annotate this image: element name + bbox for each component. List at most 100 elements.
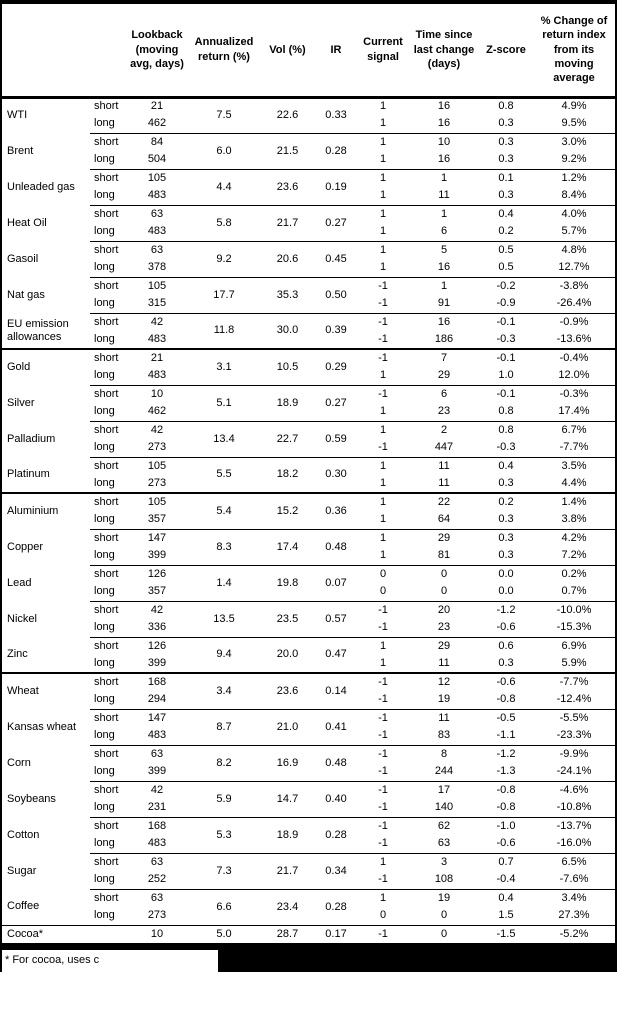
zscore-value: -0.2 bbox=[479, 276, 533, 295]
term-label: short bbox=[90, 168, 126, 187]
zscore-value: 0.5 bbox=[498, 261, 514, 274]
table-row: Cocoa* 10 5.0 28.7 0.17 -1 0 -1.5 -5.2% bbox=[2, 924, 615, 943]
pct-change-value: -12.4% bbox=[556, 693, 592, 706]
ir-value: 0.07 bbox=[315, 564, 357, 601]
term-label: short bbox=[90, 204, 126, 223]
time-since-change-value: 16 bbox=[437, 153, 451, 166]
lookback-value: 483 bbox=[147, 729, 167, 742]
table-row: long 399 1 81 0.3 7.2% bbox=[2, 547, 615, 565]
current-signal-value: -1 bbox=[378, 765, 388, 778]
pct-change-value: 5.9% bbox=[561, 657, 587, 670]
zscore-value: 0.5 bbox=[479, 240, 533, 259]
table-row: long 273 1 11 0.3 4.4% bbox=[2, 475, 615, 493]
lookback-value: 42 bbox=[126, 780, 188, 799]
current-signal-value: 1 bbox=[379, 225, 387, 238]
current-signal-value: -1 bbox=[357, 672, 409, 691]
table-header: Lookback (moving avg, days) Annualized r… bbox=[2, 4, 615, 99]
zscore-value: -0.5 bbox=[479, 708, 533, 727]
vol-value: 16.9 bbox=[260, 744, 315, 781]
pct-change-value: 4.4% bbox=[561, 477, 587, 490]
term-label: short bbox=[94, 100, 119, 113]
time-since-change-value: 16 bbox=[437, 100, 451, 113]
current-signal-value: -1 bbox=[378, 297, 388, 310]
zscore-value: -1.3 bbox=[496, 765, 516, 778]
table-row: Platinum short 105 5.5 18.2 0.30 1 11 0.4 3.5% bbox=[2, 456, 615, 493]
vol-value: 19.8 bbox=[260, 564, 315, 601]
time-since-change-value: 62 bbox=[409, 816, 479, 835]
zscore-value: -1.1 bbox=[496, 729, 516, 742]
table-row: Wheat short 168 3.4 23.6 0.14 -1 12 -0.6 -7.7% bbox=[2, 672, 615, 709]
term-label: short bbox=[90, 384, 126, 403]
current-signal-value: 1 bbox=[379, 549, 387, 562]
lookback-value: 10 bbox=[126, 924, 188, 943]
time-since-change-value: 5 bbox=[409, 240, 479, 259]
zscore-value: 0.1 bbox=[479, 168, 533, 187]
current-signal-value: -1 bbox=[378, 621, 388, 634]
time-since-change-value: 11 bbox=[438, 657, 450, 670]
zscore-value: 0.4 bbox=[479, 456, 533, 475]
commodity-name: Platinum bbox=[7, 468, 50, 481]
pct-change-value: 27.3% bbox=[558, 909, 590, 922]
pct-change-value: 3.5% bbox=[533, 456, 615, 475]
ir-value: 0.19 bbox=[315, 168, 357, 205]
current-signal-value: 0 bbox=[379, 585, 387, 598]
zscore-value: 0.3 bbox=[498, 189, 514, 202]
term-label: short bbox=[90, 528, 126, 547]
pct-change-value: 3.8% bbox=[561, 513, 587, 526]
lookback-value: 147 bbox=[126, 708, 188, 727]
footer-strip: * For cocoa, uses c bbox=[0, 948, 617, 972]
ir-value: 0.27 bbox=[315, 384, 357, 421]
zscore-value: -1.2 bbox=[479, 744, 533, 763]
lookback-value: 105 bbox=[126, 168, 188, 187]
zscore-value: -0.6 bbox=[496, 621, 516, 634]
table-row: long 483 -1 63 -0.6 -16.0% bbox=[2, 835, 615, 853]
table-row: Lead short 126 1.4 19.8 0.07 0 0 0.0 0.2% bbox=[2, 564, 615, 601]
lookback-value: 168 bbox=[126, 816, 188, 835]
pct-change-value: -24.1% bbox=[556, 765, 592, 778]
pct-change-value: 5.7% bbox=[561, 225, 587, 238]
term-label: short bbox=[90, 780, 126, 799]
pct-change-value: 1.4% bbox=[533, 492, 615, 511]
ir-value: 0.17 bbox=[315, 924, 357, 943]
table-row: long 252 -1 108 -0.4 -7.6% bbox=[2, 871, 615, 889]
term-label: long bbox=[94, 117, 115, 130]
commodity-name: EU emission allowances bbox=[7, 317, 69, 343]
pct-change-value: -5.2% bbox=[533, 924, 615, 943]
vol-value: 17.4 bbox=[260, 528, 315, 565]
ir-value: 0.33 bbox=[325, 109, 347, 122]
table-row: long 399 -1 244 -1.3 -24.1% bbox=[2, 763, 615, 781]
zscore-value: 0.3 bbox=[479, 132, 533, 151]
lookback-value: 336 bbox=[147, 621, 167, 634]
time-since-change-value: 17 bbox=[409, 780, 479, 799]
term-label: short bbox=[90, 456, 126, 475]
lookback-value: 315 bbox=[147, 297, 167, 310]
table-row: Nickel short 42 13.5 23.5 0.57 -1 20 -1.2 -10.0% bbox=[2, 600, 615, 637]
lookback-value: 504 bbox=[147, 153, 167, 166]
current-signal-value: 0 bbox=[379, 909, 387, 922]
vol-value: 10.5 bbox=[260, 348, 315, 385]
annualized-return-value: 5.8 bbox=[188, 204, 260, 241]
ir-value: 0.36 bbox=[315, 492, 357, 529]
ir-value: 0.30 bbox=[315, 456, 357, 493]
commodity-name: Unleaded gas bbox=[7, 180, 75, 193]
vol-value: 20.0 bbox=[260, 636, 315, 673]
annualized-return-value: 9.2 bbox=[188, 240, 260, 277]
ir-value: 0.27 bbox=[315, 204, 357, 241]
pct-change-value: 12.0% bbox=[558, 369, 590, 382]
pct-change-value: -13.6% bbox=[556, 333, 592, 346]
time-since-change-value: 11 bbox=[409, 456, 479, 475]
table-row: Sugar short 63 7.3 21.7 0.34 1 3 0.7 6.5% bbox=[2, 852, 615, 889]
time-since-change-value: 0 bbox=[409, 924, 479, 943]
header-lookback: Lookback (moving avg, days) bbox=[126, 4, 188, 99]
time-since-change-value: 19 bbox=[437, 693, 451, 706]
zscore-value: -0.1 bbox=[479, 384, 533, 403]
vol-value: 23.6 bbox=[260, 168, 315, 205]
current-signal-value: 1 bbox=[357, 420, 409, 439]
current-signal-value: 1 bbox=[357, 528, 409, 547]
pct-change-value: 8.4% bbox=[561, 189, 587, 202]
commodity-name: Sugar bbox=[7, 864, 37, 877]
lookback-value: 462 bbox=[147, 405, 167, 418]
lookback-value: 483 bbox=[147, 189, 167, 202]
vol-value: 21.7 bbox=[260, 204, 315, 241]
